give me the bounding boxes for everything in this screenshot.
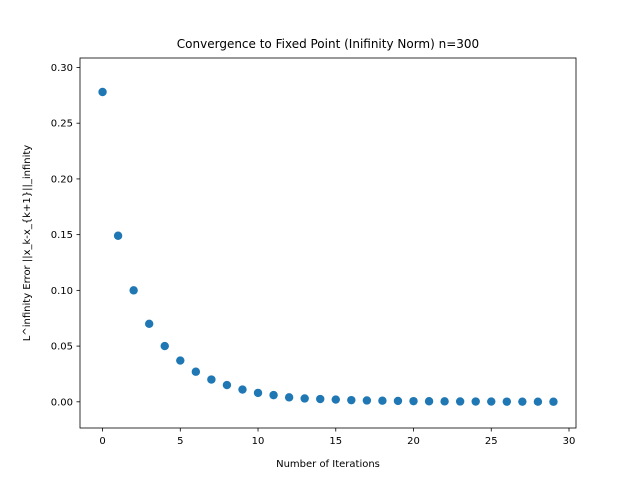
y-tick-label: 0.30 <box>51 63 73 74</box>
x-axis-ticks: 0 5 10 15 20 25 30 <box>99 428 575 447</box>
data-point <box>160 341 169 351</box>
data-point <box>207 375 216 384</box>
data-point <box>331 395 340 404</box>
data-point <box>176 356 185 365</box>
y-tick-label: 0.00 <box>51 397 73 408</box>
y-axis-label: L^infinity Error ||x_k-x_{k+1}||_infinit… <box>22 145 33 341</box>
x-axis-label: Number of Iterations <box>276 459 380 470</box>
y-tick-label: 0.10 <box>51 286 73 297</box>
x-tick-label: 25 <box>485 436 498 447</box>
data-point <box>191 367 201 376</box>
data-point <box>424 397 434 406</box>
x-tick-label: 20 <box>407 436 420 447</box>
data-point <box>471 397 480 406</box>
data-point <box>362 396 372 405</box>
data-point <box>533 397 543 406</box>
data-point <box>378 396 387 405</box>
data-point <box>144 319 154 328</box>
data-point <box>455 397 465 406</box>
y-tick-label: 0.25 <box>51 119 73 130</box>
x-tick-label: 5 <box>177 436 183 447</box>
plot-frame <box>79 57 577 429</box>
y-tick-label: 0.20 <box>51 174 73 185</box>
chart-title: Convergence to Fixed Point (Inifinity No… <box>177 37 479 51</box>
data-point <box>487 397 496 406</box>
data-point <box>284 393 294 402</box>
data-point <box>129 286 138 295</box>
data-point <box>440 397 449 406</box>
y-axis-ticks: 0.00 0.05 0.10 0.15 0.20 0.25 0.30 <box>51 63 80 408</box>
data-point <box>347 395 356 405</box>
x-tick-label: 15 <box>329 436 342 447</box>
data-point <box>502 397 512 406</box>
data-point <box>518 397 527 406</box>
data-point <box>238 385 247 394</box>
data-point <box>269 390 278 400</box>
data-point <box>316 394 325 404</box>
x-tick-label: 0 <box>99 436 105 447</box>
x-tick-label: 10 <box>252 436 265 447</box>
y-tick-label: 0.05 <box>51 342 73 353</box>
data-point <box>549 397 558 406</box>
data-points <box>98 87 558 406</box>
data-point <box>222 380 232 390</box>
data-point <box>253 388 263 398</box>
data-point <box>409 396 418 406</box>
data-point <box>393 396 403 406</box>
data-point <box>113 231 123 240</box>
data-point <box>300 394 309 403</box>
y-tick-label: 0.15 <box>51 230 73 241</box>
data-point <box>98 87 107 97</box>
x-tick-label: 30 <box>563 436 576 447</box>
